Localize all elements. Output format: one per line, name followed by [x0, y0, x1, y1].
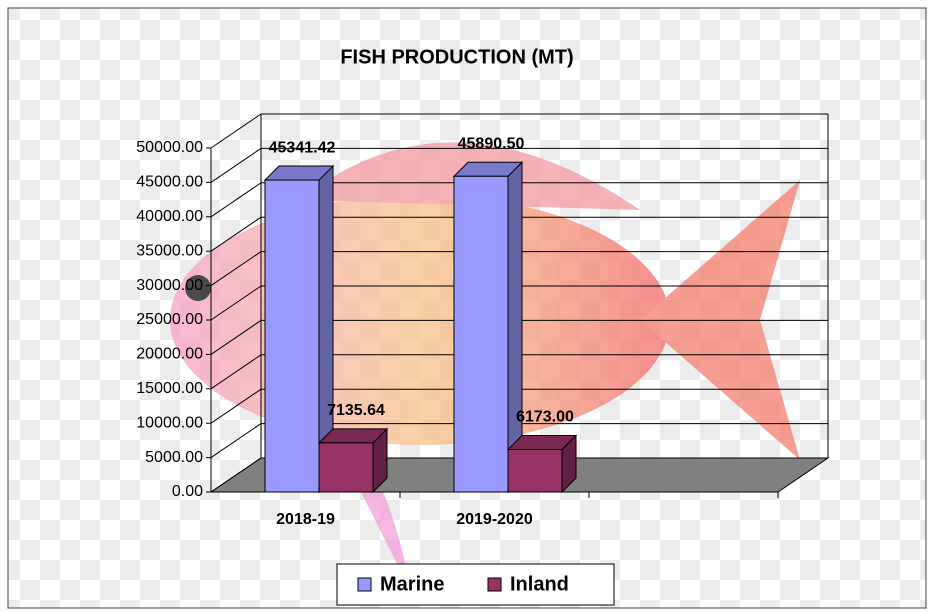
- y-tick-label: 45000.00: [136, 174, 203, 191]
- x-tick-label: 2019-2020: [456, 511, 533, 528]
- y-tick-label: 25000.00: [136, 311, 203, 328]
- y-tick-label: 35000.00: [136, 242, 203, 259]
- bar: [319, 443, 373, 492]
- y-tick-label: 10000.00: [136, 414, 203, 431]
- data-label: 7135.64: [327, 402, 385, 419]
- bar: [265, 180, 319, 492]
- data-label: 45341.42: [269, 139, 336, 156]
- chart: FISH PRODUCTION (MT) 0.00 5000.00 10000.00…: [0, 0, 931, 612]
- legend-swatch: [358, 578, 371, 591]
- chart-title: FISH PRODUCTION (MT): [340, 46, 573, 68]
- legend-swatch: [488, 578, 501, 591]
- bar: [454, 176, 508, 492]
- data-label: 45890.50: [458, 135, 525, 152]
- y-tick-label: 40000.00: [136, 208, 203, 225]
- y-tick-label: 20000.00: [136, 346, 203, 363]
- data-label: 6173.00: [516, 409, 574, 426]
- legend-label: Inland: [510, 573, 569, 595]
- y-tick-label: 30000.00: [136, 277, 203, 294]
- y-tick-label: 50000.00: [136, 139, 203, 156]
- bar: [508, 450, 562, 492]
- legend-label: Marine: [380, 573, 444, 595]
- legend: [337, 564, 614, 605]
- y-tick-label: 0.00: [172, 483, 203, 500]
- x-tick-label: 2018-19: [276, 511, 335, 528]
- y-tick-label: 15000.00: [136, 380, 203, 397]
- y-tick-label: 5000.00: [145, 449, 203, 466]
